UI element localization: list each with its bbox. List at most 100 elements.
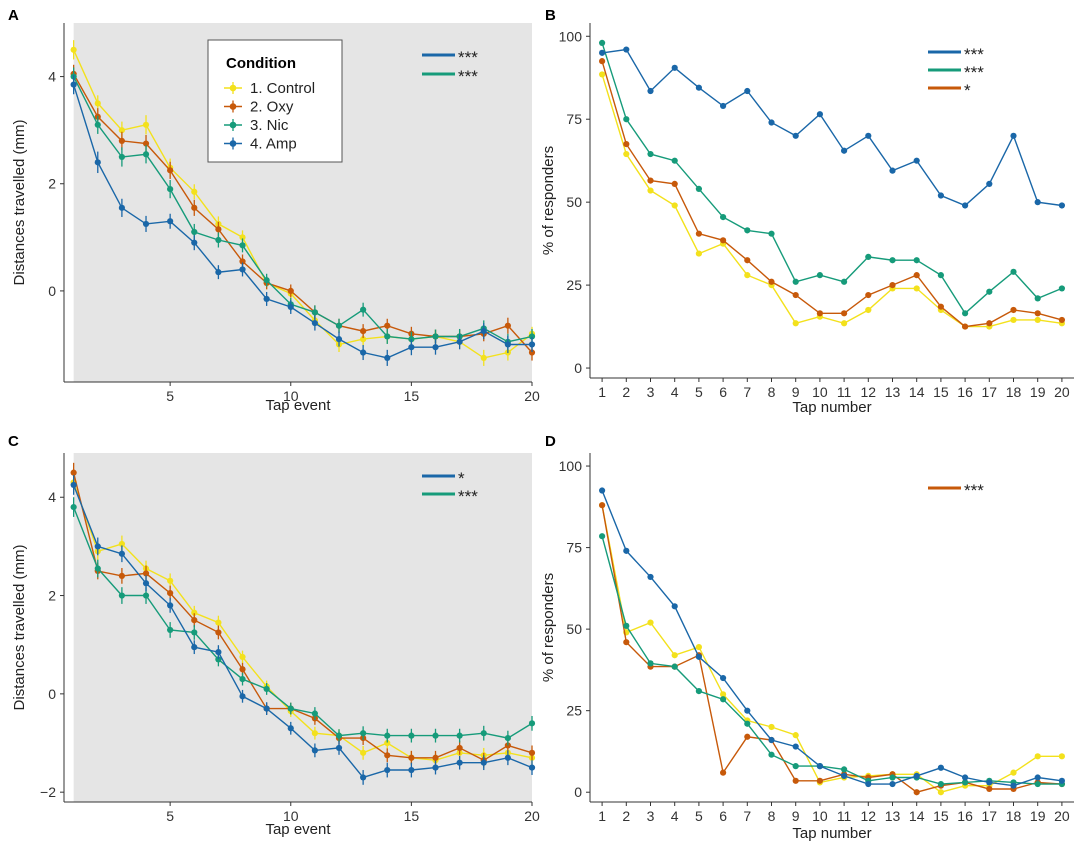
x-tick-label: 12 (861, 384, 877, 400)
data-point (720, 237, 727, 244)
data-point (913, 789, 920, 796)
data-point (720, 769, 727, 776)
data-point (215, 236, 222, 244)
data-point (239, 666, 246, 673)
data-point (671, 64, 678, 71)
data-point (937, 272, 945, 279)
x-tick-label: 6 (719, 808, 727, 824)
data-point (239, 676, 246, 683)
x-tick-label: 20 (524, 388, 540, 404)
data-point (986, 288, 993, 295)
data-point (720, 674, 727, 682)
x-tick-label: 17 (982, 384, 998, 400)
data-point (744, 272, 751, 279)
data-point (480, 730, 487, 737)
series-amp (70, 74, 536, 366)
data-point (142, 592, 150, 599)
data-point (962, 779, 969, 786)
data-point (215, 629, 222, 636)
significance-label: *** (458, 67, 478, 86)
x-tick-label: 15 (404, 388, 420, 404)
data-point (792, 777, 799, 784)
data-point (1010, 132, 1017, 139)
significance-label: * (458, 469, 465, 488)
series-line (72, 84, 532, 359)
data-point (335, 732, 343, 739)
y-tick-label: 4 (48, 69, 56, 85)
data-point (239, 234, 246, 241)
data-point (142, 151, 150, 158)
y-tick-label: 25 (566, 277, 582, 293)
x-tick-label: 9 (792, 808, 800, 824)
data-point (215, 648, 222, 656)
x-tick-label: 7 (743, 384, 751, 400)
data-point (1010, 268, 1017, 275)
data-point (528, 333, 536, 340)
data-point (311, 747, 318, 754)
data-point (937, 780, 945, 788)
data-point (1034, 774, 1041, 781)
data-point (1010, 306, 1017, 314)
data-point (937, 192, 945, 199)
series-line (601, 42, 1063, 315)
panel-label: A (8, 7, 19, 24)
x-tick-label: 15 (933, 808, 949, 824)
data-point (889, 780, 896, 788)
data-point (167, 186, 174, 193)
x-tick-label: 19 (1030, 808, 1046, 824)
data-point (94, 543, 101, 550)
data-point (792, 732, 799, 739)
data-point (432, 333, 439, 340)
data-point (1058, 285, 1065, 292)
significance-label: *** (458, 487, 478, 506)
data-point (792, 291, 799, 299)
data-point (191, 644, 198, 651)
data-point (528, 349, 536, 356)
x-tick-label: 10 (283, 808, 299, 824)
data-point (408, 754, 415, 761)
data-point (623, 150, 630, 158)
data-point (167, 602, 174, 609)
data-point (167, 167, 174, 174)
data-point (456, 759, 463, 766)
data-point (744, 733, 751, 740)
data-point (263, 277, 270, 284)
data-point (528, 764, 536, 771)
data-point (239, 693, 246, 700)
x-tick-label: 15 (933, 384, 949, 400)
series-line (601, 61, 1063, 328)
data-point (647, 87, 654, 95)
data-point (599, 533, 606, 540)
data-point (937, 303, 945, 310)
data-point (647, 150, 654, 158)
data-point (263, 705, 270, 712)
data-point (167, 218, 174, 225)
data-point (94, 159, 101, 166)
x-tick-label: 13 (885, 384, 901, 400)
data-point (623, 622, 630, 629)
panel-label: D (545, 433, 556, 450)
data-point (311, 730, 318, 737)
data-point (456, 732, 463, 739)
data-point (263, 295, 270, 303)
data-point (695, 653, 703, 660)
data-point (504, 322, 511, 329)
data-point (768, 751, 775, 758)
series-line (601, 505, 1062, 793)
data-point (647, 177, 654, 184)
series-amp (599, 46, 1065, 209)
data-point (816, 777, 824, 784)
data-point (599, 58, 606, 65)
y-axis-label: % of responders (540, 146, 557, 255)
x-tick-label: 5 (166, 808, 174, 824)
data-point (671, 180, 678, 188)
significance-label: *** (964, 63, 984, 82)
data-point (335, 336, 343, 343)
x-tick-label: 3 (647, 384, 655, 400)
data-point (287, 303, 294, 311)
data-point (962, 323, 969, 330)
data-point (239, 242, 246, 249)
data-point (360, 349, 367, 356)
data-point (1058, 202, 1065, 209)
data-point (695, 185, 703, 192)
